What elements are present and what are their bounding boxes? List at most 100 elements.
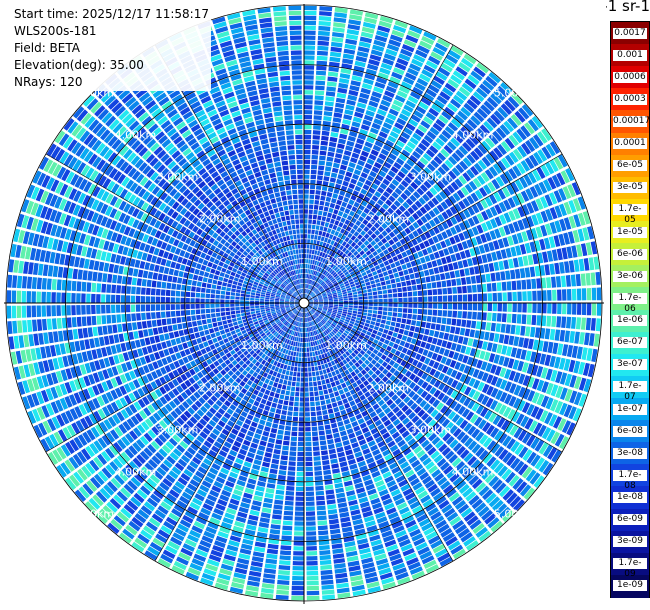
range-gate-cell [300,307,303,312]
range-gate-cell [222,320,228,325]
range-gate-cell [441,418,451,428]
range-gate-cell [225,291,231,296]
range-gate-cell [23,261,29,274]
range-gate-cell [176,417,185,426]
range-gate-cell [367,407,374,414]
range-gate-cell [544,354,552,367]
range-gate-cell [91,305,96,315]
range-gate-cell [265,200,271,206]
range-gate-cell [291,346,295,351]
range-gate-cell [277,429,284,435]
range-gate-cell [411,505,423,514]
range-gate-cell [305,312,307,317]
range-gate-cell [261,169,269,176]
range-gate-cell [514,443,525,456]
range-gate-cell [284,395,290,401]
range-gate-cell [222,252,229,259]
range-gate-cell [383,419,392,427]
range-gate-cell [151,312,156,319]
range-gate-cell [295,316,298,321]
range-gate-cell [171,485,183,494]
range-gate-cell [249,375,256,382]
range-gate-cell [508,395,517,407]
range-gate-cell [244,418,252,425]
range-gate-cell [240,427,248,434]
range-gate-cell [199,418,208,426]
range-gate-cell [277,346,282,352]
range-gate-cell [232,412,240,419]
range-gate-cell [377,440,386,448]
range-gate-cell [335,487,345,494]
range-gate-cell [317,308,322,311]
range-gate-cell [330,324,335,329]
range-gate-cell [325,489,335,495]
range-gate-cell [357,491,367,499]
range-gate-cell [530,454,541,467]
range-gate-cell [409,566,423,575]
range-gate-cell [203,341,209,348]
range-gate-cell [282,236,287,242]
range-gate-cell [328,326,333,331]
range-gate-cell [300,332,303,337]
range-gate-cell [513,499,525,512]
range-gate-cell [423,559,437,569]
range-gate-cell [359,422,367,429]
range-gate-cell [43,332,49,345]
range-gate-cell [266,204,273,211]
range-gate-cell [245,402,253,409]
range-gate-cell [437,476,448,486]
range-gate-cell [308,332,312,337]
range-gate-cell [308,305,313,308]
range-gate-cell [435,324,441,331]
range-gate-cell [330,315,336,319]
range-gate-cell [224,328,230,333]
range-gate-cell [116,285,122,294]
range-gate-cell [263,211,270,217]
range-gate-cell [364,373,370,380]
range-gate-cell [339,511,350,518]
range-gate-cell [293,366,298,372]
range-gate-cell [407,561,421,571]
range-gate-cell [365,576,379,584]
range-gate-cell [294,396,300,402]
range-gate-cell [192,321,198,327]
range-gate-cell [318,307,323,310]
range-gate-cell [330,397,336,403]
range-gate-cell [399,352,406,359]
range-gate-cell [348,360,354,367]
range-gate-cell [161,341,167,349]
range-gate-cell [328,356,333,362]
range-gate-cell [121,467,132,479]
range-gate-cell [554,433,565,447]
range-gate-cell [318,315,323,319]
range-gate-cell [495,482,507,494]
range-gate-cell [180,304,185,310]
range-gate-cell [490,376,499,386]
range-gate-cell [397,312,403,318]
range-gate-cell [498,449,509,461]
range-gate-cell [116,304,121,313]
range-gate-cell [281,231,286,237]
range-gate-cell [430,539,443,549]
range-gate-cell [398,328,405,335]
range-gate-cell [331,313,336,317]
range-gate-cell [309,316,312,321]
range-gate-cell [358,496,369,504]
range-gate-cell [337,322,343,327]
range-gate-cell [177,323,183,330]
range-gate-cell [205,563,219,572]
range-gate-cell [316,360,321,366]
range-gate-cell [320,312,325,316]
range-gate-cell [330,331,336,336]
range-gate-cell [238,392,245,399]
range-gate-cell [357,460,366,468]
range-gate-cell [186,464,196,474]
range-gate-cell [112,274,118,284]
range-gate-cell [308,337,311,342]
range-gate-cell [507,358,515,369]
range-gate-cell [168,512,180,522]
range-gate-cell [220,303,225,308]
range-gate-cell [292,325,296,331]
range-gate-cell [172,324,178,331]
range-gate-cell [375,511,386,519]
